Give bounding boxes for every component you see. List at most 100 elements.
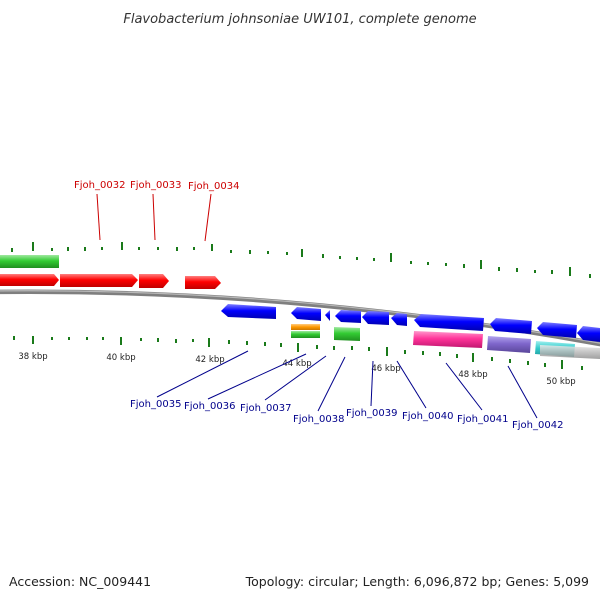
inner-tick <box>456 354 458 358</box>
map-title: Flavobacterium johnsoniae UW101, complet… <box>123 12 476 27</box>
label-leader <box>507 365 538 419</box>
outer-tick <box>32 242 34 251</box>
gene-label-bottom[interactable]: Fjoh_0038 <box>293 414 344 425</box>
gene-Fjoh-0040[interactable] <box>391 313 407 326</box>
inner-tick <box>386 347 388 356</box>
inner-tick <box>102 337 104 340</box>
feature-green-a[interactable] <box>291 331 320 338</box>
label-leader <box>370 360 374 407</box>
feature-blocks <box>291 324 600 359</box>
scale-label: 48 kbp <box>458 370 487 380</box>
reverse-gene-labels: Fjoh_0035 Fjoh_0036 Fjoh_0037 Fjoh_0038 … <box>130 350 563 431</box>
label-leader <box>264 355 327 401</box>
inner-tick <box>13 336 15 340</box>
outer-tick <box>286 252 288 255</box>
inner-tick <box>472 353 474 362</box>
gene-label-bottom[interactable]: Fjoh_0039 <box>346 408 397 419</box>
inner-tick <box>422 351 424 355</box>
inner-tick <box>491 357 493 361</box>
scale-label: 50 kbp <box>546 377 575 387</box>
feature-orange[interactable] <box>291 324 320 330</box>
gene-Fjoh-0034[interactable] <box>185 276 221 289</box>
outer-tick <box>51 248 53 251</box>
scale-label: 44 kbp <box>282 359 311 369</box>
outer-tick <box>121 242 123 250</box>
scale-label: 46 kbp <box>371 364 400 374</box>
outer-tick <box>356 257 358 260</box>
inner-tick <box>264 342 266 346</box>
outer-tick <box>339 256 341 259</box>
scale-label: 40 kbp <box>106 353 135 363</box>
inner-tick <box>333 346 335 350</box>
label-leader <box>317 356 346 412</box>
forward-gene-labels: Fjoh_0032 Fjoh_0033 Fjoh_0034 <box>74 180 239 242</box>
label-leader <box>445 362 483 411</box>
outer-tick <box>101 247 103 250</box>
gene-label-bottom[interactable]: Fjoh_0042 <box>512 420 563 431</box>
inner-tick <box>368 347 370 351</box>
gene-Fjoh-0042[interactable] <box>490 318 532 334</box>
gene-Fjoh-0032[interactable] <box>60 274 138 287</box>
inner-tick <box>509 359 511 363</box>
inner-tick <box>246 341 248 345</box>
gene-label-top[interactable]: Fjoh_0033 <box>130 180 181 191</box>
gene-Fjoh-0041[interactable] <box>414 314 484 331</box>
feature-purple[interactable] <box>487 336 531 353</box>
gene-Fjoh-0039[interactable] <box>362 311 389 325</box>
label-leader <box>396 360 427 409</box>
outer-tick <box>463 264 465 268</box>
gene-label-top[interactable]: Fjoh_0034 <box>188 181 239 192</box>
outer-tick <box>373 258 375 261</box>
gene-Fjoh-0043[interactable] <box>537 322 577 338</box>
label-leader <box>152 193 156 241</box>
outer-tick <box>157 247 159 250</box>
gene-Fjoh-0038[interactable] <box>335 310 361 323</box>
outer-tick <box>193 247 195 250</box>
gene-Fjoh-0036[interactable] <box>291 307 321 321</box>
feature-magenta[interactable] <box>413 331 483 348</box>
outer-tick-track <box>11 242 591 278</box>
feature-green-b[interactable] <box>334 327 360 341</box>
scale-labels: 38 kbp 40 kbp 42 kbp 44 kbp 46 kbp 48 kb… <box>18 352 575 387</box>
gene-label-bottom[interactable]: Fjoh_0041 <box>457 414 508 425</box>
outer-tick <box>551 270 553 274</box>
inner-tick <box>544 363 546 367</box>
gene-Fjoh-0033[interactable] <box>139 274 169 288</box>
feature-grey[interactable] <box>540 345 600 359</box>
gene-label-top[interactable]: Fjoh_0032 <box>74 180 125 191</box>
gene-label-bottom[interactable]: Fjoh_0037 <box>240 403 291 414</box>
gene-Fjoh-0044[interactable] <box>577 326 600 342</box>
outer-tick <box>249 250 251 254</box>
feature-green-forward[interactable] <box>0 255 59 268</box>
outer-tick <box>138 247 140 250</box>
inner-tick <box>51 337 53 340</box>
outer-tick <box>589 274 591 278</box>
outer-tick <box>267 251 269 254</box>
inner-tick <box>404 350 406 354</box>
accession-text: Accession: NC_009441 <box>9 574 152 589</box>
inner-tick <box>280 343 282 347</box>
gene-label-bottom[interactable]: Fjoh_0035 <box>130 399 181 410</box>
gene-label-bottom[interactable]: Fjoh_0036 <box>184 401 235 412</box>
gene-Fjoh-0037[interactable] <box>325 310 330 321</box>
outer-tick <box>534 270 536 273</box>
inner-tick <box>527 361 529 365</box>
topology-text: Topology: circular; Length: 6,096,872 bp… <box>245 574 589 589</box>
inner-tick <box>32 336 34 344</box>
outer-tick <box>67 247 69 251</box>
inner-tick-track <box>13 336 583 370</box>
outer-tick <box>301 249 303 257</box>
outer-tick <box>498 267 500 271</box>
gene-Fjoh-0035[interactable] <box>221 304 276 319</box>
label-leader <box>156 350 249 398</box>
outer-tick <box>480 260 482 269</box>
label-leader <box>207 353 307 400</box>
inner-tick <box>140 338 142 341</box>
gene-label-bottom[interactable]: Fjoh_0040 <box>402 411 453 422</box>
gene-Fjoh-0031[interactable] <box>0 274 59 286</box>
inner-tick <box>561 360 563 369</box>
outer-tick <box>569 267 571 276</box>
inner-tick <box>157 338 159 342</box>
inner-tick <box>175 339 177 343</box>
